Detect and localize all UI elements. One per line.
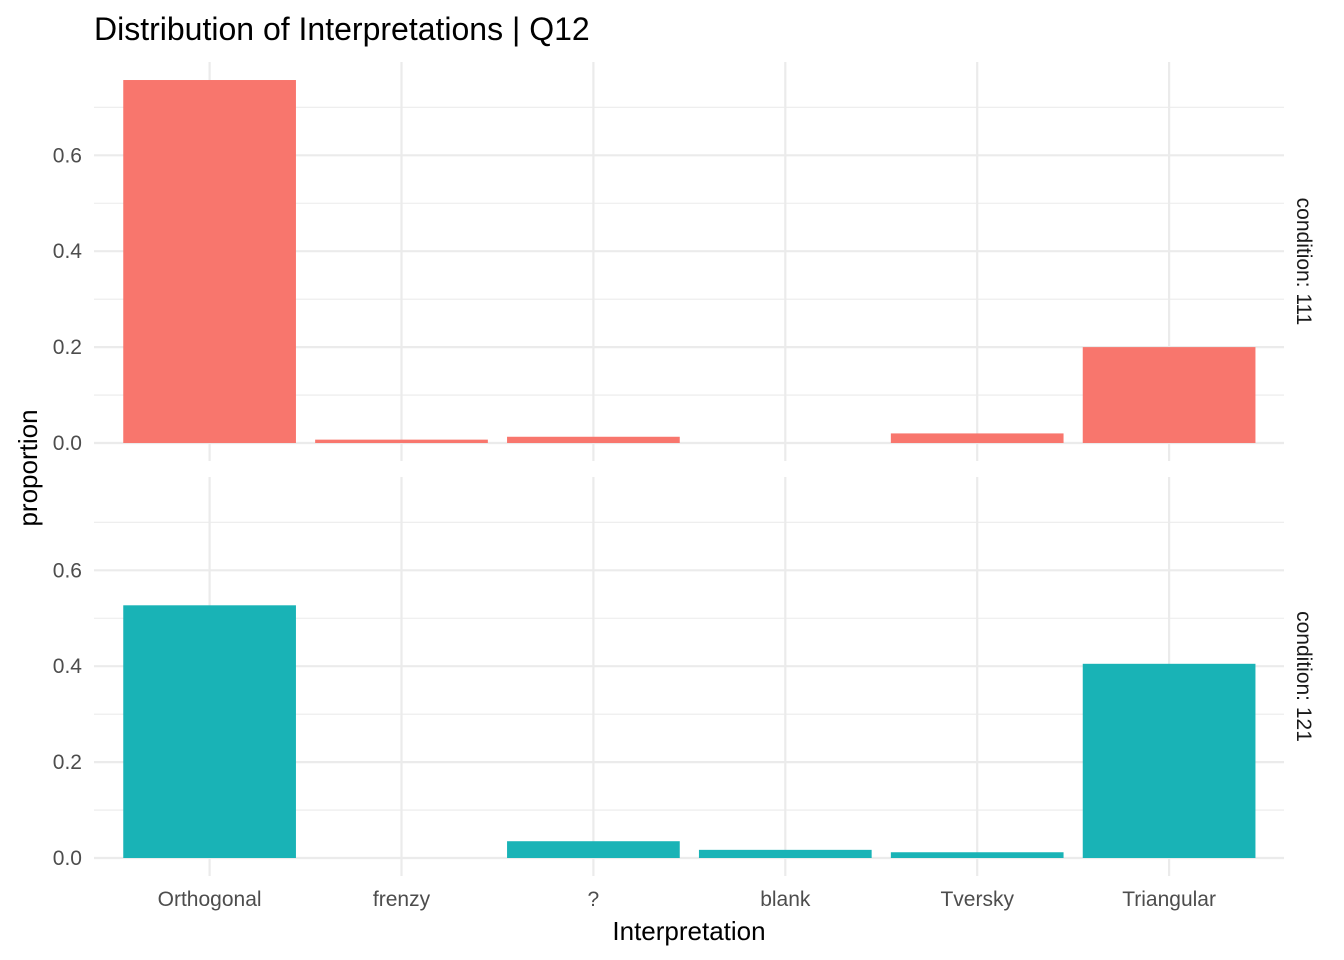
y-tick-label: 0.4 <box>53 655 83 678</box>
x-tick-label: Tversky <box>940 888 1014 911</box>
bar--2 <box>507 841 680 858</box>
bar-orthogonal-2 <box>123 605 296 858</box>
chart-title: Distribution of Interpretations | Q12 <box>94 11 590 47</box>
facet-panel-1: 0.0 0.2 0.4 0.6 condition: 111 <box>53 62 1315 461</box>
x-tick-label: ? <box>588 888 600 911</box>
bar-triangular-1 <box>1082 347 1256 443</box>
y-tick-label: 0.0 <box>53 847 82 870</box>
y-tick-label: 0.2 <box>53 336 82 359</box>
facet-panel-2: 0.0 0.2 0.4 0.6 condition: 121 <box>53 477 1315 876</box>
bar-orthogonal-1 <box>123 80 296 444</box>
facet-strip-label: condition: 121 <box>1292 611 1315 742</box>
y-axis-title: proportion <box>13 409 43 526</box>
y-tick-label: 0.2 <box>53 751 82 774</box>
facet-strip-label: condition: 111 <box>1292 198 1315 326</box>
x-tick-label: blank <box>760 888 811 911</box>
y-tick-label: 0.6 <box>53 559 82 582</box>
x-tick-label: Triangular <box>1122 888 1216 911</box>
y-tick-label: 0.4 <box>53 240 83 263</box>
bar-tversky-2 <box>890 852 1064 858</box>
y-tick-label: 0.0 <box>53 432 82 455</box>
x-axis-ticks: Orthogonal frenzy? blank Tversky Triangular <box>158 888 1216 911</box>
x-axis-title: Interpretation <box>612 916 765 946</box>
bar-frenzy-1 <box>315 439 488 443</box>
x-tick-label: frenzy <box>373 888 431 911</box>
y-tick-label: 0.6 <box>53 144 82 167</box>
bar-triangular-2 <box>1082 663 1256 858</box>
bar--1 <box>507 436 680 443</box>
bar-tversky-1 <box>890 433 1064 443</box>
bar-blank-2 <box>698 849 872 858</box>
x-tick-label: Orthogonal <box>158 888 262 911</box>
